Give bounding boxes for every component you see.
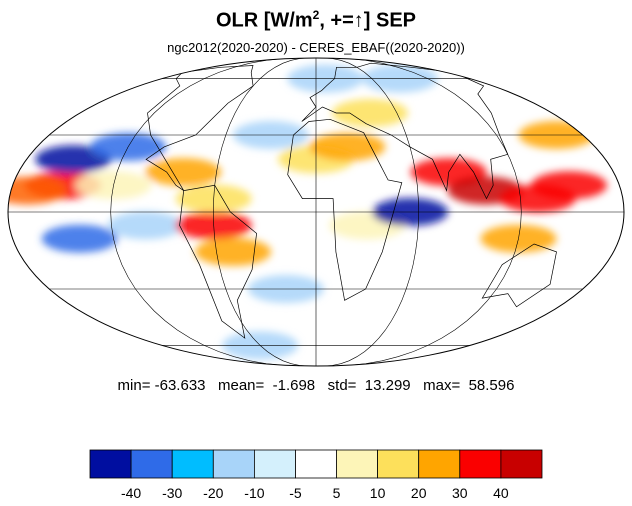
colorbar-box	[459, 449, 502, 479]
coastline	[179, 184, 257, 339]
coastline	[481, 243, 557, 308]
field-patch	[107, 211, 184, 240]
title-sup: 2	[312, 8, 320, 22]
colorbar-box	[171, 449, 214, 479]
map-title: OLR [W/m2, +=↑] SEP	[0, 8, 632, 33]
field-patch	[309, 132, 386, 161]
colorbar-box	[336, 449, 378, 479]
colorbar-box	[89, 449, 132, 479]
field-patch	[35, 145, 112, 174]
longitude-line	[212, 58, 308, 366]
colorbar-tick-label: 40	[493, 485, 509, 500]
title-main: OLR [W/m	[215, 9, 313, 32]
field-patch	[531, 171, 608, 200]
colorbar-tick-label: -40	[121, 485, 141, 500]
statistics-line: min= -63.633 mean= -1.698 std= 13.299 ma…	[117, 377, 515, 394]
colorbar-box	[295, 449, 337, 479]
field-patch	[195, 237, 272, 266]
colorbar-box	[212, 449, 255, 479]
colorbar-box	[253, 449, 296, 479]
coastline	[145, 65, 254, 191]
colorbar-box	[130, 449, 173, 479]
longitude-line	[324, 58, 420, 366]
coastlines	[145, 62, 557, 339]
colorbar-labels: -40 -30 -20 -10 -5 5 10 20 30 40	[121, 485, 509, 500]
colorbar-tick-label: -30	[162, 485, 182, 500]
colorbar-box	[377, 449, 420, 479]
title-rest: , +=↑] SEP	[319, 9, 417, 32]
longitude-line	[332, 58, 522, 366]
colorbar-boxes	[89, 449, 543, 479]
globe-outline	[7, 57, 625, 367]
graticule	[8, 58, 624, 366]
colorbar-tick-label: -5	[289, 485, 302, 500]
colorbar: -40 -30 -20 -10 -5 5 10 20 30 40	[89, 449, 543, 500]
field-patch	[41, 224, 118, 253]
mollweide-map	[7, 57, 625, 367]
longitude-line	[110, 58, 300, 366]
colorbar-box	[418, 449, 461, 479]
field-patch	[331, 99, 408, 127]
colorbar-box	[500, 449, 543, 479]
colorbar-tick-label: 10	[370, 485, 386, 500]
coastline	[287, 118, 403, 301]
field-patch	[145, 158, 222, 187]
colorbar-tick-label: 5	[333, 485, 341, 500]
colorbar-tick-label: -10	[244, 485, 264, 500]
coastline	[301, 62, 509, 200]
colorbar-tick-label: 20	[411, 485, 427, 500]
map-subtitle: ngc2012(2020-2020) - CERES_EBAF((2020-20…	[167, 40, 465, 55]
colorbar-tick-label: 30	[452, 485, 468, 500]
colorbar-tick-label: -20	[203, 485, 223, 500]
